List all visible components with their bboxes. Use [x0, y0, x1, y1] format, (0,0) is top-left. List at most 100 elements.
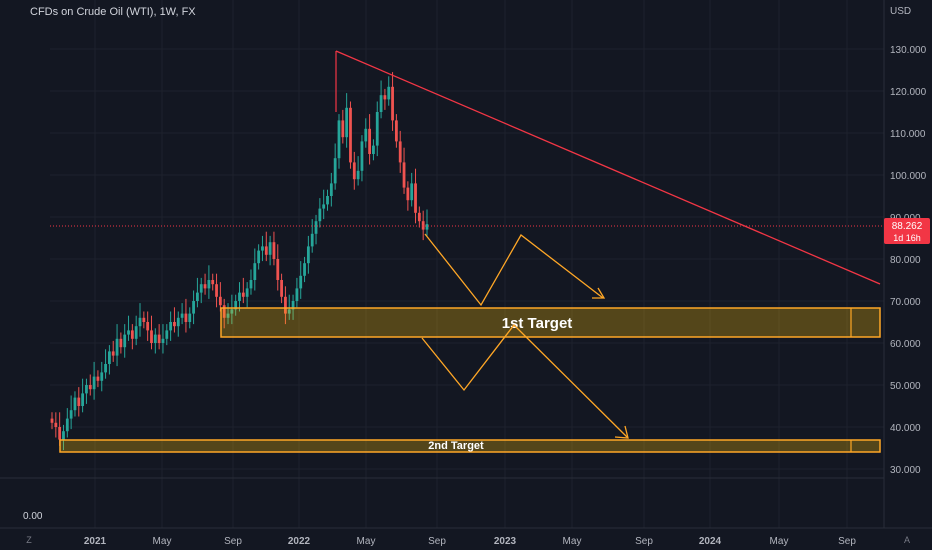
candle-body	[383, 95, 387, 100]
price-tick-label: 130.000	[890, 45, 927, 56]
candle-body	[165, 330, 169, 339]
time-tick-label: Sep	[635, 536, 653, 547]
candle-body	[333, 158, 337, 184]
candle-body	[203, 284, 207, 289]
candle-body	[349, 107, 352, 163]
candle-body	[291, 301, 295, 310]
candle-body	[50, 418, 54, 423]
price-tick-label: 70.000	[890, 297, 921, 308]
trendline[interactable]	[335, 50, 881, 285]
candle-body	[364, 128, 368, 142]
candle-body	[329, 183, 333, 196]
candle-body	[391, 86, 394, 121]
candle-body	[284, 296, 287, 314]
price-tick-label: 30.000	[890, 465, 921, 476]
candle-body	[379, 95, 383, 112]
projection-path-2	[421, 324, 628, 438]
timezone-button[interactable]: Z	[26, 535, 32, 545]
chart-drawings: 1st Target 2nd Target	[59, 50, 881, 453]
price-axis[interactable]: 130.000120.000110.000100.00090.00080.000…	[890, 45, 927, 476]
candle-body	[100, 372, 104, 381]
candle-body	[360, 141, 364, 171]
candle-body	[249, 280, 253, 289]
time-tick-label: 2024	[699, 536, 722, 547]
target-zone-1[interactable]	[220, 307, 881, 338]
candle-body	[299, 275, 303, 289]
volume-zero-label: 0.00	[23, 511, 43, 522]
candle-body	[88, 385, 92, 390]
candle-body	[314, 221, 318, 234]
candle-body	[287, 309, 291, 314]
price-tick-label: 80.000	[890, 255, 921, 266]
candle-body	[268, 242, 272, 255]
candle-body	[150, 330, 153, 343]
candle-body	[130, 330, 134, 339]
candle-body	[375, 112, 379, 146]
time-tick-label: May	[770, 536, 789, 547]
candle-body	[356, 170, 360, 180]
last-price-value: 88.262	[892, 221, 923, 232]
candle-body	[345, 107, 349, 138]
time-tick-label: Sep	[428, 536, 446, 547]
candle-body	[176, 317, 180, 327]
price-tick-label: 60.000	[890, 339, 921, 350]
candle-body	[215, 284, 218, 297]
time-tick-label: 2023	[494, 536, 517, 547]
candle-body	[188, 313, 192, 322]
target-zone-2[interactable]	[59, 439, 881, 453]
time-tick-label: Sep	[224, 536, 242, 547]
candle-body	[107, 351, 111, 364]
price-tick-label: 110.000	[890, 129, 926, 140]
candle-body	[303, 263, 306, 276]
price-tick-label: 100.000	[890, 171, 927, 182]
candle-body	[115, 338, 119, 356]
candle-body	[169, 322, 173, 331]
time-tick-label: May	[153, 536, 172, 547]
time-tick-label: 2021	[84, 536, 107, 547]
price-tick-label: 120.000	[890, 87, 927, 98]
candle-body	[337, 120, 341, 159]
candle-body	[226, 313, 230, 318]
candle-body	[92, 376, 96, 390]
candle-body	[421, 221, 425, 230]
time-axis[interactable]: 2021 May Sep 2022 May Sep 2023 May Sep 2024 May Sep	[84, 536, 856, 547]
candle-body	[341, 120, 345, 138]
projection-arrowhead-2	[614, 425, 629, 439]
currency-label: USD	[890, 6, 912, 17]
candle-body	[306, 246, 310, 264]
candle-body	[199, 284, 203, 293]
candle-body	[81, 393, 85, 406]
candle-body	[96, 376, 100, 381]
time-tick-label: May	[563, 536, 582, 547]
candle-body	[138, 317, 142, 327]
candle-body	[192, 301, 195, 314]
price-tick-label: 40.000	[890, 423, 921, 434]
candle-body	[398, 141, 402, 163]
candle-body	[394, 120, 398, 142]
auto-scale-button[interactable]: A	[903, 535, 910, 545]
last-price-tag	[884, 218, 930, 244]
candle-body	[241, 292, 245, 297]
candle-body	[368, 128, 372, 154]
candle-body	[62, 431, 65, 440]
candle-body	[272, 242, 276, 259]
time-tick-label: May	[357, 536, 376, 547]
candle-body	[318, 208, 322, 222]
projection-path-1	[424, 233, 604, 307]
candle-body	[372, 145, 375, 154]
candle-body	[111, 351, 115, 356]
candle-body	[406, 187, 410, 201]
candle-body	[85, 385, 88, 394]
candle-body	[207, 280, 211, 289]
candle-body	[387, 86, 391, 100]
candle-body	[54, 422, 58, 427]
chart-title: CFDs on Crude Oil (WTI), 1W, FX	[30, 6, 196, 18]
candle-body	[58, 427, 62, 440]
candle-body	[119, 338, 123, 348]
time-tick-label: 2022	[288, 536, 311, 547]
candle-body	[238, 292, 241, 301]
projection-arrowhead-1	[592, 287, 606, 299]
candle-body	[77, 397, 81, 406]
candle-body	[153, 334, 157, 343]
